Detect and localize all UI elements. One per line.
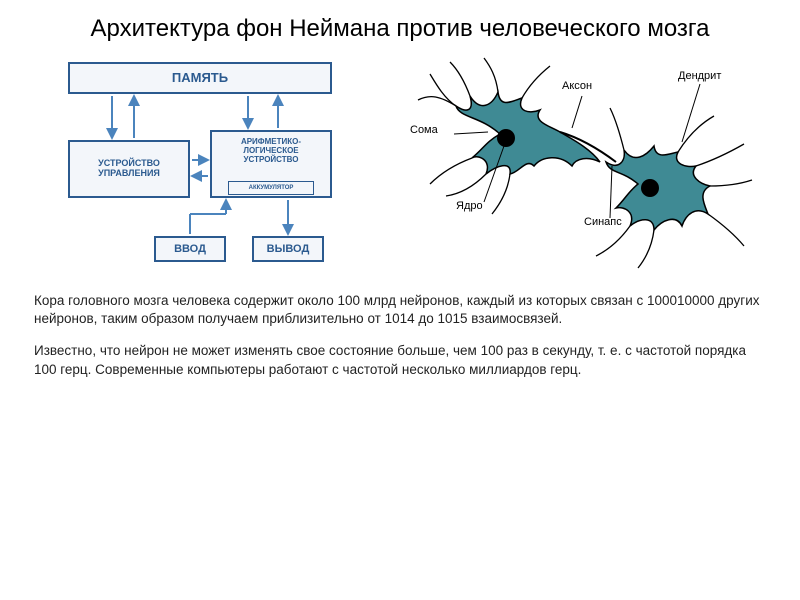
neuron-diagram: Сома Ядро Аксон Дендрит Синапс [400,56,760,276]
vn-accumulator-box: АККУМУЛЯТОР [228,181,314,195]
vn-control-box: УСТРОЙСТВО УПРАВЛЕНИЯ [68,140,190,198]
vn-input-box: ВВОД [154,236,226,262]
diagram-row: ПАМЯТЬ УСТРОЙСТВО УПРАВЛЕНИЯ АРИФМЕТИКО-… [0,50,800,276]
vn-output-box: ВЫВОД [252,236,324,262]
body-text: Кора головного мозга человека содержит о… [0,276,800,379]
von-neumann-diagram: ПАМЯТЬ УСТРОЙСТВО УПРАВЛЕНИЯ АРИФМЕТИКО-… [30,56,370,276]
vn-memory-box: ПАМЯТЬ [68,62,332,94]
neuron-label-soma: Сома [410,124,438,136]
neuron-label-synapse: Синапс [584,216,622,228]
paragraph-1: Кора головного мозга человека содержит о… [34,292,766,328]
neuron-label-axon: Аксон [562,80,592,92]
paragraph-2: Известно, что нейрон не может изменять с… [34,342,766,378]
neuron-label-dendrite: Дендрит [678,70,721,82]
neuron-label-nucleus: Ядро [456,200,483,212]
page-title: Архитектура фон Неймана против человечес… [0,0,800,50]
